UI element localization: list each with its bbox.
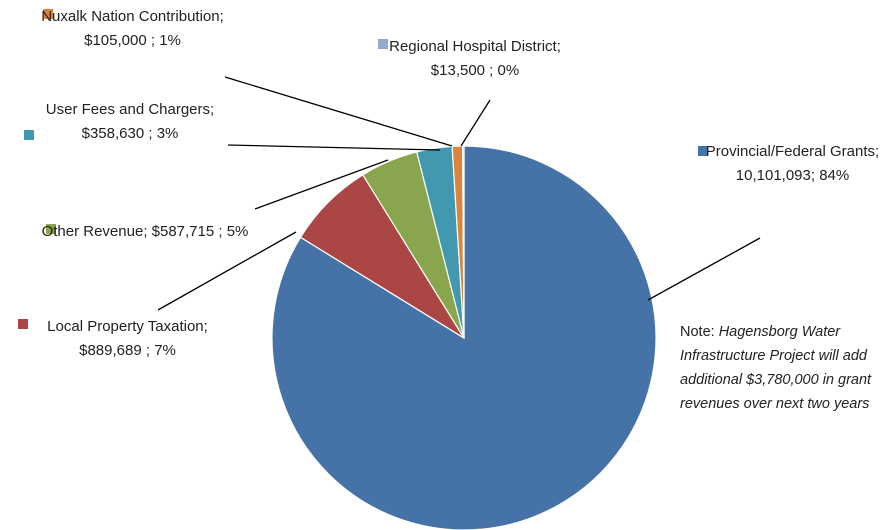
value-label: ; 10,101,093; 84% xyxy=(735,143,880,184)
leader-line xyxy=(157,231,297,311)
legend-swatch xyxy=(378,39,388,49)
data-label: Provincial/Federal Grants; 10,101,093; 8… xyxy=(695,140,890,188)
data-label-text: Nuxalk Nation Contribution; $105,000 ; 1… xyxy=(35,5,230,53)
category-name: Other Revenue xyxy=(41,223,144,240)
data-label-text: Local Property Taxation; $889,689 ; 7% xyxy=(30,315,225,363)
legend-swatch xyxy=(43,9,53,19)
data-label-text: Other Revenue; $587,715 ; 5% xyxy=(40,220,250,244)
annotation: Note: Hagensborg Water Infrastructure Pr… xyxy=(680,320,880,416)
data-label: Nuxalk Nation Contribution; $105,000 ; 1… xyxy=(35,5,230,53)
category-name: Regional Hospital District xyxy=(389,38,557,55)
data-label-text: Provincial/Federal Grants; 10,101,093; 8… xyxy=(695,140,890,188)
data-label-text: User Fees and Chargers; $358,630 ; 3% xyxy=(30,98,230,146)
data-label: Regional Hospital District; $13,500 ; 0% xyxy=(375,35,575,83)
data-label: User Fees and Chargers; $358,630 ; 3% xyxy=(30,98,230,146)
data-label: Other Revenue; $587,715 ; 5% xyxy=(40,220,250,244)
value-label: ; $889,689 ; 7% xyxy=(79,318,208,359)
annotation-text: Note: Hagensborg Water Infrastructure Pr… xyxy=(680,320,880,416)
leader-line xyxy=(460,99,491,147)
annotation-body: Hagensborg Water Infrastructure Project … xyxy=(680,324,872,412)
legend-swatch xyxy=(24,130,34,140)
value-label: ; $587,715 ; 5% xyxy=(143,223,249,240)
legend-swatch xyxy=(18,319,28,329)
category-name: User Fees and Chargers xyxy=(45,101,211,118)
leader-line xyxy=(224,76,453,147)
category-name: Nuxalk Nation Contribution xyxy=(41,8,220,25)
legend-swatch xyxy=(46,224,56,234)
legend-swatch xyxy=(698,146,708,156)
data-label: Local Property Taxation; $889,689 ; 7% xyxy=(30,315,225,363)
pie-slice xyxy=(462,145,465,339)
data-label-text: Regional Hospital District; $13,500 ; 0% xyxy=(375,35,575,83)
category-name: Local Property Taxation xyxy=(47,318,204,335)
annotation-prefix: Note: xyxy=(680,324,715,340)
value-label: ; $13,500 ; 0% xyxy=(430,38,561,79)
category-name: Provincial/Federal Grants xyxy=(705,143,876,160)
leader-line xyxy=(227,144,441,151)
value-label: ; $358,630 ; 3% xyxy=(81,101,215,142)
leader-line xyxy=(647,237,761,301)
pie-slice xyxy=(271,145,657,530)
leader-line xyxy=(254,159,389,210)
value-label: ; $105,000 ; 1% xyxy=(84,8,224,49)
